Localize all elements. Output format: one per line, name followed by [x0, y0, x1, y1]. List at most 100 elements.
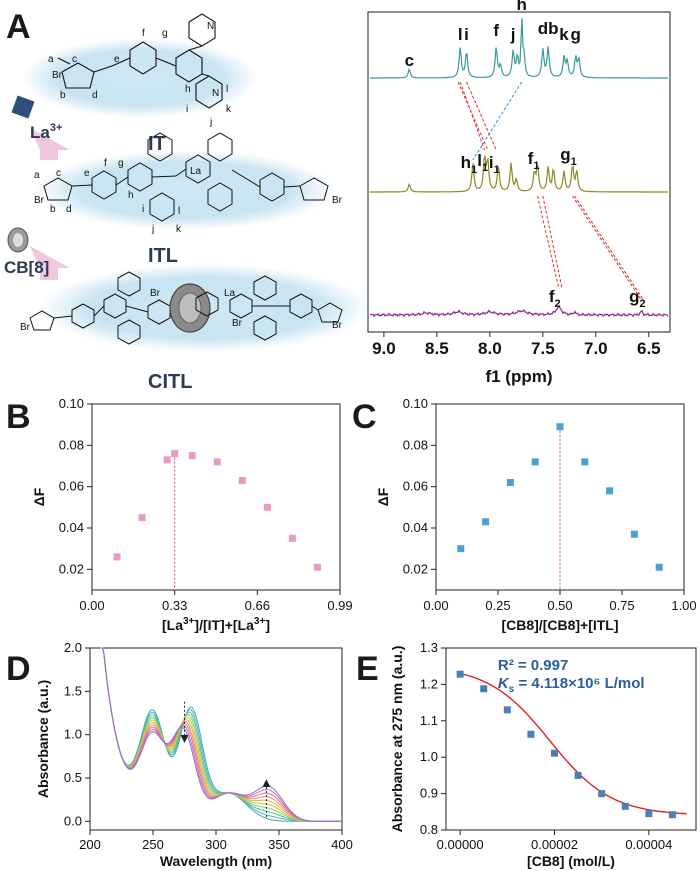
citl-atom-br-3: Br: [232, 318, 243, 329]
atom-n-2: N: [212, 88, 219, 99]
itl-atom-h: h: [128, 190, 134, 201]
panel-label-a: A: [6, 8, 31, 46]
nmr-link-f2: [542, 195, 563, 289]
y-axis-label: Absorbance (a.u.): [35, 680, 51, 798]
itl-atom-c: c: [56, 168, 61, 179]
data-point: [213, 458, 221, 466]
data-point: [574, 771, 582, 779]
x-tick-label: 0.33: [162, 598, 187, 613]
x-tick-label: 0.99: [327, 598, 352, 613]
nmr-link-g2: [574, 195, 644, 301]
nmr-tick-label: 6.5: [637, 339, 661, 358]
chart-b: 0.00 0.33 0.66 0.99 0.02 0.04 0.06 0.08 0.10 ΔF [L…: [31, 396, 353, 633]
nmr-frame: [367, 11, 671, 333]
atom-k: k: [226, 104, 232, 115]
panel-label-c: C: [352, 398, 377, 436]
data-point: [456, 670, 464, 678]
x-tick-label: 400: [331, 837, 353, 852]
panel-e: E 0.00000 0.00002 0.00004 0.8 0.9 1.0 1.1 1.2 1.…: [356, 640, 697, 869]
atom-d: d: [92, 90, 98, 101]
y-axis-label: Absorbance at 275 nm (a.u.): [389, 646, 405, 833]
panel-label-d: D: [6, 650, 31, 688]
y-tick-label: 1.3: [420, 640, 438, 655]
y-tick-label: 0.04: [403, 520, 428, 535]
reagent-cb8: CB[8]: [4, 227, 70, 280]
atom-e: e: [114, 54, 120, 65]
y-tick-label: 0.10: [59, 396, 84, 411]
data-point: [480, 685, 488, 693]
down-arrow-icon: [30, 128, 70, 160]
x-tick-label: 0.00002: [531, 837, 578, 852]
citl-atom-br: Br: [20, 322, 31, 333]
plot-frame: [445, 647, 697, 831]
atom-c: c: [72, 54, 77, 65]
nmr-label-citl: g2: [629, 287, 646, 310]
data-point: [621, 802, 629, 810]
itl-atom-i: i: [142, 204, 144, 215]
nmr-label-it: j: [510, 25, 516, 44]
r2-annotation: R² = 0.997: [498, 657, 568, 674]
itl-atom-f: f: [104, 158, 107, 169]
molecule-citl-labels: Br Br La Br Br CITL: [20, 288, 343, 393]
chart-d: 200 250 300 350 400 0.0 0.5 1.0 1.5 2.0 Wavelength…: [35, 640, 353, 869]
cb8-hole: [13, 233, 23, 247]
molecule-it-labels: a c b d e f g h i j k l Br N N IT: [48, 21, 232, 155]
nmr-link-l2: [457, 81, 489, 151]
nmr-link-f: [537, 195, 560, 289]
y-tick-label: 0.08: [403, 437, 428, 452]
atom-a: a: [48, 54, 54, 65]
data-point: [238, 476, 246, 484]
plot-frame: [89, 647, 343, 831]
atom-j: j: [209, 117, 212, 128]
y-tick-label: 1.0: [64, 727, 82, 742]
nmr-label-it: g: [570, 25, 580, 44]
y-tick-label: 0.0: [64, 813, 82, 828]
fit-curve: [460, 672, 687, 815]
data-point: [527, 730, 535, 738]
itl-atom-j: j: [151, 224, 154, 235]
nmr-label-itl: g1: [560, 145, 577, 168]
data-point: [188, 452, 196, 460]
y-tick-label: 1.0: [420, 749, 438, 764]
atom-l: l: [226, 84, 228, 95]
nmr-label-it: c: [405, 51, 414, 70]
x-tick-label: 0.25: [485, 598, 510, 613]
x-tick-label: 200: [79, 837, 101, 852]
nmr-label-it: l: [458, 25, 463, 44]
y-tick-label: 1.2: [420, 676, 438, 691]
molecule-itl: [43, 132, 329, 222]
y-tick-label: 1.1: [420, 713, 438, 728]
data-point: [482, 518, 490, 526]
molecule-itl-labels: a c b d e f g h i j k l Br La Br ITL: [34, 158, 343, 267]
panel-d: D 200 250 300 350 400 0.0 0.5 1.0 1.5 2.0 Waveleng…: [6, 640, 353, 869]
y-tick-label: 0.02: [403, 561, 428, 576]
citl-atom-br-4: Br: [332, 320, 343, 331]
molecule-label-citl: CITL: [148, 371, 192, 393]
nmr-label-it: i: [464, 25, 469, 44]
y-axis-label: ΔF: [31, 487, 47, 506]
panel-label-e: E: [356, 650, 379, 688]
nmr-tick-label: 8.5: [425, 339, 449, 358]
data-point: [163, 456, 171, 464]
x-tick-label: 0.66: [245, 598, 270, 613]
nmr-label-itl: i1: [489, 153, 500, 176]
down-arrow-icon-2: [30, 246, 70, 280]
y-tick-label: 0.10: [403, 396, 428, 411]
reagent-label-la: La3+: [30, 122, 62, 142]
molecule-citl: [29, 271, 343, 345]
atom-h: h: [185, 84, 191, 95]
itl-atom-k: k: [176, 224, 182, 235]
data-point: [550, 749, 558, 757]
itl-atom-br: Br: [34, 195, 45, 206]
nmr-label-itl: l1: [477, 151, 488, 174]
reagent-la: La3+: [11, 95, 70, 160]
y-axis-label: ΔF: [375, 487, 391, 506]
atom-i: i: [186, 104, 188, 115]
x-tick-label: 0.00: [79, 598, 104, 613]
data-point: [556, 423, 564, 431]
data-point: [630, 530, 638, 538]
molecule-label-itl: ITL: [148, 245, 178, 267]
x-tick-label: 0.00: [423, 598, 448, 613]
data-point: [668, 811, 676, 819]
